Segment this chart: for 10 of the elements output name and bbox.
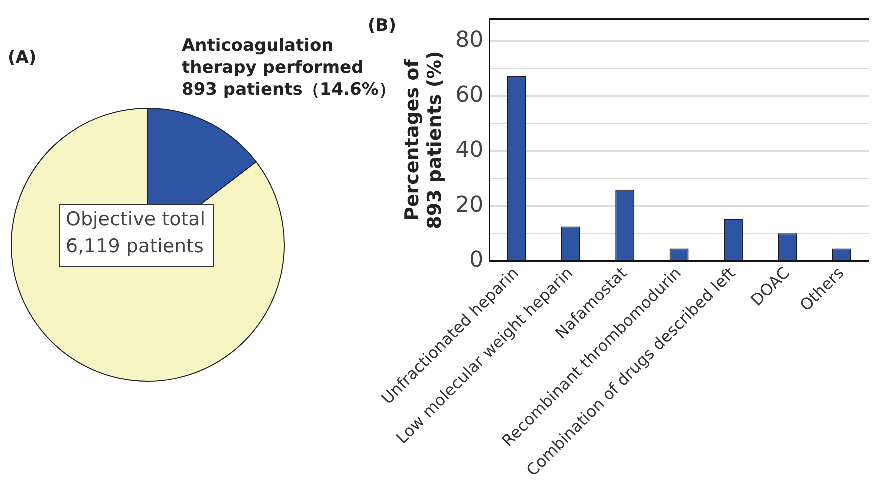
slice-label: Objective total 6,119 patients bbox=[66, 208, 206, 258]
y-tick-label: 40 bbox=[456, 138, 484, 164]
y-tick-label: 20 bbox=[456, 193, 484, 218]
y-tick-label: 80 bbox=[456, 28, 484, 53]
y-tick-label: 60 bbox=[456, 82, 484, 108]
text: (A) bbox=[8, 48, 37, 68]
slice-label: Anticoagulation therapy performed 893 patients（14.6%） bbox=[182, 36, 396, 100]
y-axis-title: Percentages of 893 patients (%) bbox=[401, 51, 446, 230]
y-tick-label: 0 bbox=[470, 248, 484, 274]
chart-title: (B) bbox=[368, 16, 396, 36]
